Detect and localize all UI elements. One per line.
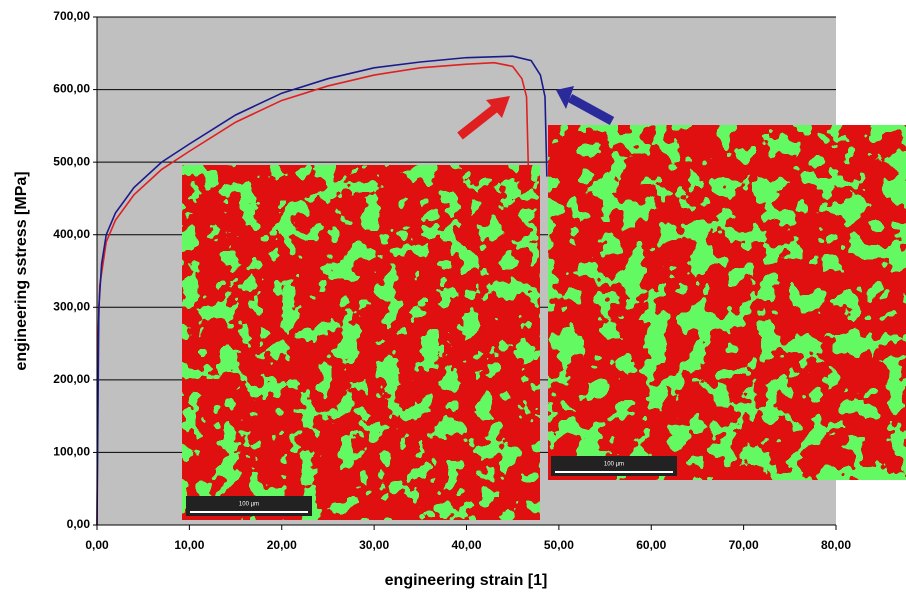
x-tick-label: 70,00 [729,538,759,552]
arrow-red [457,96,510,140]
y-tick-label: 200,00 [53,372,90,386]
series-line [96,61,530,526]
y-tick-label: 700,00 [53,9,90,23]
y-tick-label: 400,00 [53,227,90,241]
y-tick-label: 300,00 [53,299,90,313]
y-axis-title: engineering sstress [MPa] [13,171,30,370]
scale-label: 100 µm [239,502,259,508]
x-tick-label: 80,00 [821,538,851,552]
y-tick-label: 0,00 [67,517,91,531]
inset-right [548,125,906,480]
arrow-blue [556,86,615,125]
y-tick-label: 600,00 [53,82,90,96]
inset-left [182,165,540,520]
x-tick-label: 30,00 [359,538,389,552]
x-tick-label: 50,00 [544,538,574,552]
y-tick-label: 100,00 [53,445,90,459]
x-axis-title: engineering strain [1] [385,572,548,589]
series-line [96,55,548,526]
x-tick-label: 60,00 [636,538,666,552]
scale-label: 100 µm [604,462,624,468]
x-tick-label: 40,00 [451,538,481,552]
y-tick-label: 500,00 [53,154,90,168]
x-tick-label: 10,00 [174,538,204,552]
x-tick-label: 20,00 [267,538,297,552]
x-tick-label: 0,00 [85,538,109,552]
